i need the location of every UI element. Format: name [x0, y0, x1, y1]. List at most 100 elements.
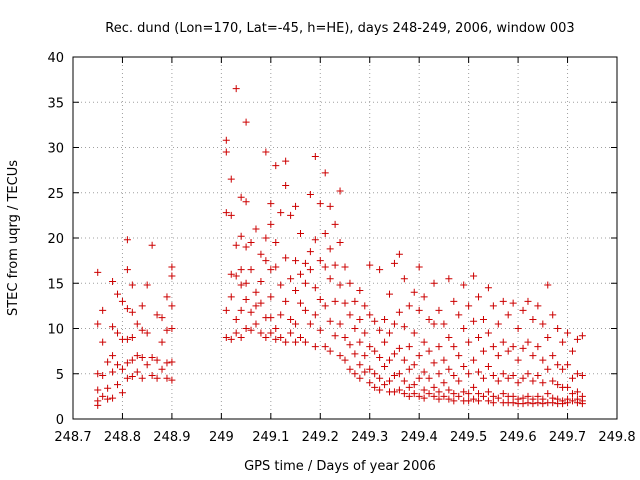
y-tick-label: 10	[47, 323, 64, 338]
data-point	[504, 374, 512, 382]
data-point	[351, 297, 359, 305]
data-point	[366, 343, 374, 351]
data-point	[395, 344, 403, 352]
grid-lines	[73, 57, 617, 419]
y-tick-labels: 0 5 10 15 20 25 30 35 40	[47, 51, 64, 428]
data-point	[262, 334, 270, 342]
data-point	[346, 311, 354, 319]
data-point	[395, 370, 403, 378]
x-tick-label: 248.9	[153, 430, 190, 445]
data-point	[99, 306, 107, 314]
data-point	[484, 388, 492, 396]
data-point	[237, 232, 245, 240]
data-point	[237, 266, 245, 274]
data-point	[415, 263, 423, 271]
data-point	[232, 315, 240, 323]
data-point	[445, 334, 453, 342]
data-point	[232, 329, 240, 337]
data-point	[346, 279, 354, 287]
data-point	[336, 352, 344, 360]
data-point	[366, 261, 374, 269]
data-point	[410, 288, 418, 296]
data-point	[99, 392, 107, 400]
data-point	[534, 302, 542, 310]
data-point	[114, 381, 122, 389]
data-point	[316, 326, 324, 334]
data-point	[94, 401, 102, 409]
data-point	[242, 279, 250, 287]
data-point	[420, 394, 428, 402]
data-point	[326, 275, 334, 283]
data-point	[138, 302, 146, 310]
data-point	[544, 281, 552, 289]
data-point	[296, 299, 304, 307]
y-tick-label: 15	[47, 277, 64, 292]
data-point	[440, 392, 448, 400]
data-point	[94, 320, 102, 328]
data-point	[242, 325, 250, 332]
data-points	[94, 85, 586, 409]
data-point	[292, 338, 300, 346]
data-point	[484, 363, 492, 371]
data-point	[425, 390, 433, 398]
data-point	[395, 386, 403, 394]
data-point	[247, 239, 255, 247]
data-point	[450, 397, 458, 405]
data-point	[386, 377, 394, 385]
data-point	[252, 225, 260, 233]
data-point	[504, 347, 512, 355]
data-point	[346, 365, 354, 373]
x-tick-labels: 248.7 248.8 248.9 249 249.1 249.2 249.3 249.4 24…	[54, 430, 635, 445]
data-point	[578, 372, 586, 380]
data-point	[509, 343, 517, 351]
data-point	[168, 358, 176, 366]
data-point	[549, 311, 557, 319]
data-point	[232, 272, 240, 280]
data-point	[143, 361, 151, 369]
data-point	[479, 315, 487, 323]
data-point	[247, 266, 255, 274]
data-point	[376, 326, 384, 334]
data-point	[366, 365, 374, 373]
data-point	[267, 220, 275, 228]
data-point	[267, 200, 275, 208]
data-point	[222, 306, 230, 314]
data-point	[564, 383, 572, 391]
data-point	[99, 338, 107, 346]
data-point	[573, 335, 581, 343]
data-point	[222, 148, 230, 156]
data-point	[544, 334, 552, 342]
data-point	[326, 347, 334, 355]
data-point	[539, 320, 547, 328]
data-point	[272, 325, 280, 332]
data-point	[450, 390, 458, 398]
data-point	[123, 335, 131, 343]
data-point	[123, 305, 131, 313]
data-point	[168, 376, 176, 384]
chart-title: Rec. dund (Lon=170, Lat=-45, h=HE), days…	[105, 21, 574, 36]
data-point	[524, 338, 532, 346]
data-point	[282, 157, 290, 165]
data-point	[94, 370, 102, 378]
y-tick-label: 20	[47, 232, 64, 247]
data-point	[346, 341, 354, 349]
data-point	[163, 326, 171, 334]
data-point	[455, 392, 463, 400]
data-point	[282, 338, 290, 346]
data-point	[519, 374, 527, 382]
data-point	[282, 182, 290, 190]
data-point	[386, 290, 394, 298]
data-point	[109, 352, 117, 360]
data-point	[371, 347, 379, 355]
data-point	[549, 399, 557, 407]
data-point	[390, 388, 398, 396]
data-point	[153, 311, 161, 319]
data-point	[390, 350, 398, 358]
data-point	[544, 390, 552, 398]
data-point	[400, 356, 408, 364]
data-point	[257, 277, 265, 285]
x-tick-label: 249.3	[351, 430, 388, 445]
data-point	[410, 361, 418, 369]
data-point	[94, 386, 102, 394]
data-point	[109, 394, 117, 402]
